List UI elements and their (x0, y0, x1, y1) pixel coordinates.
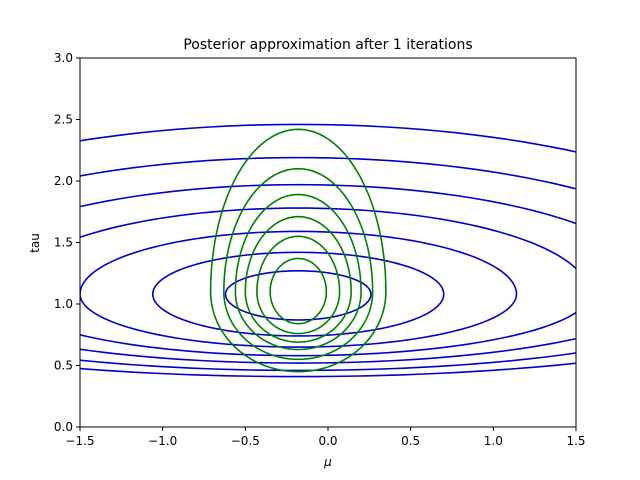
blue-contour-6 (80, 156, 576, 372)
x-axis-label: μ (323, 455, 332, 469)
x-tick-label: 0.5 (401, 434, 420, 448)
green-contour-5 (223, 167, 374, 361)
x-tick-label: −1.5 (65, 434, 94, 448)
y-axis-label: tau (28, 233, 42, 253)
x-tick-label: 0.0 (318, 434, 337, 448)
contour-layer (80, 123, 576, 378)
green-contour-3 (244, 215, 352, 343)
y-tick-label: 2.5 (54, 113, 73, 127)
y-axis: 0.0 0.5 1.0 1.5 2.0 2.5 3.0 (54, 51, 80, 434)
x-tick-label: −1.0 (148, 434, 177, 448)
blue-contour-2 (151, 251, 445, 337)
blue-contour-4 (80, 207, 576, 357)
blue-contour-3 (80, 230, 518, 348)
x-axis: −1.5 −1.0 −0.5 0.0 0.5 1.0 1.5 (65, 427, 586, 448)
green-contour-4 (234, 193, 362, 351)
y-tick-label: 1.0 (54, 297, 73, 311)
green-contour-1 (269, 257, 328, 325)
y-tick-label: 3.0 (54, 51, 73, 65)
y-tick-label: 2.0 (54, 174, 73, 188)
blue-contour-5 (80, 183, 576, 364)
x-tick-label: −0.5 (231, 434, 260, 448)
y-tick-label: 0.0 (54, 420, 73, 434)
x-tick-label: 1.5 (566, 434, 585, 448)
green-contour-2 (256, 235, 341, 335)
blue-contour-1 (224, 269, 372, 321)
x-tick-label: 1.0 (484, 434, 503, 448)
y-tick-label: 1.5 (54, 236, 73, 250)
green-contour-6 (209, 128, 387, 373)
chart-title: Posterior approximation after 1 iteratio… (183, 37, 472, 53)
y-tick-label: 0.5 (54, 359, 73, 373)
blue-contour-7 (80, 123, 576, 378)
